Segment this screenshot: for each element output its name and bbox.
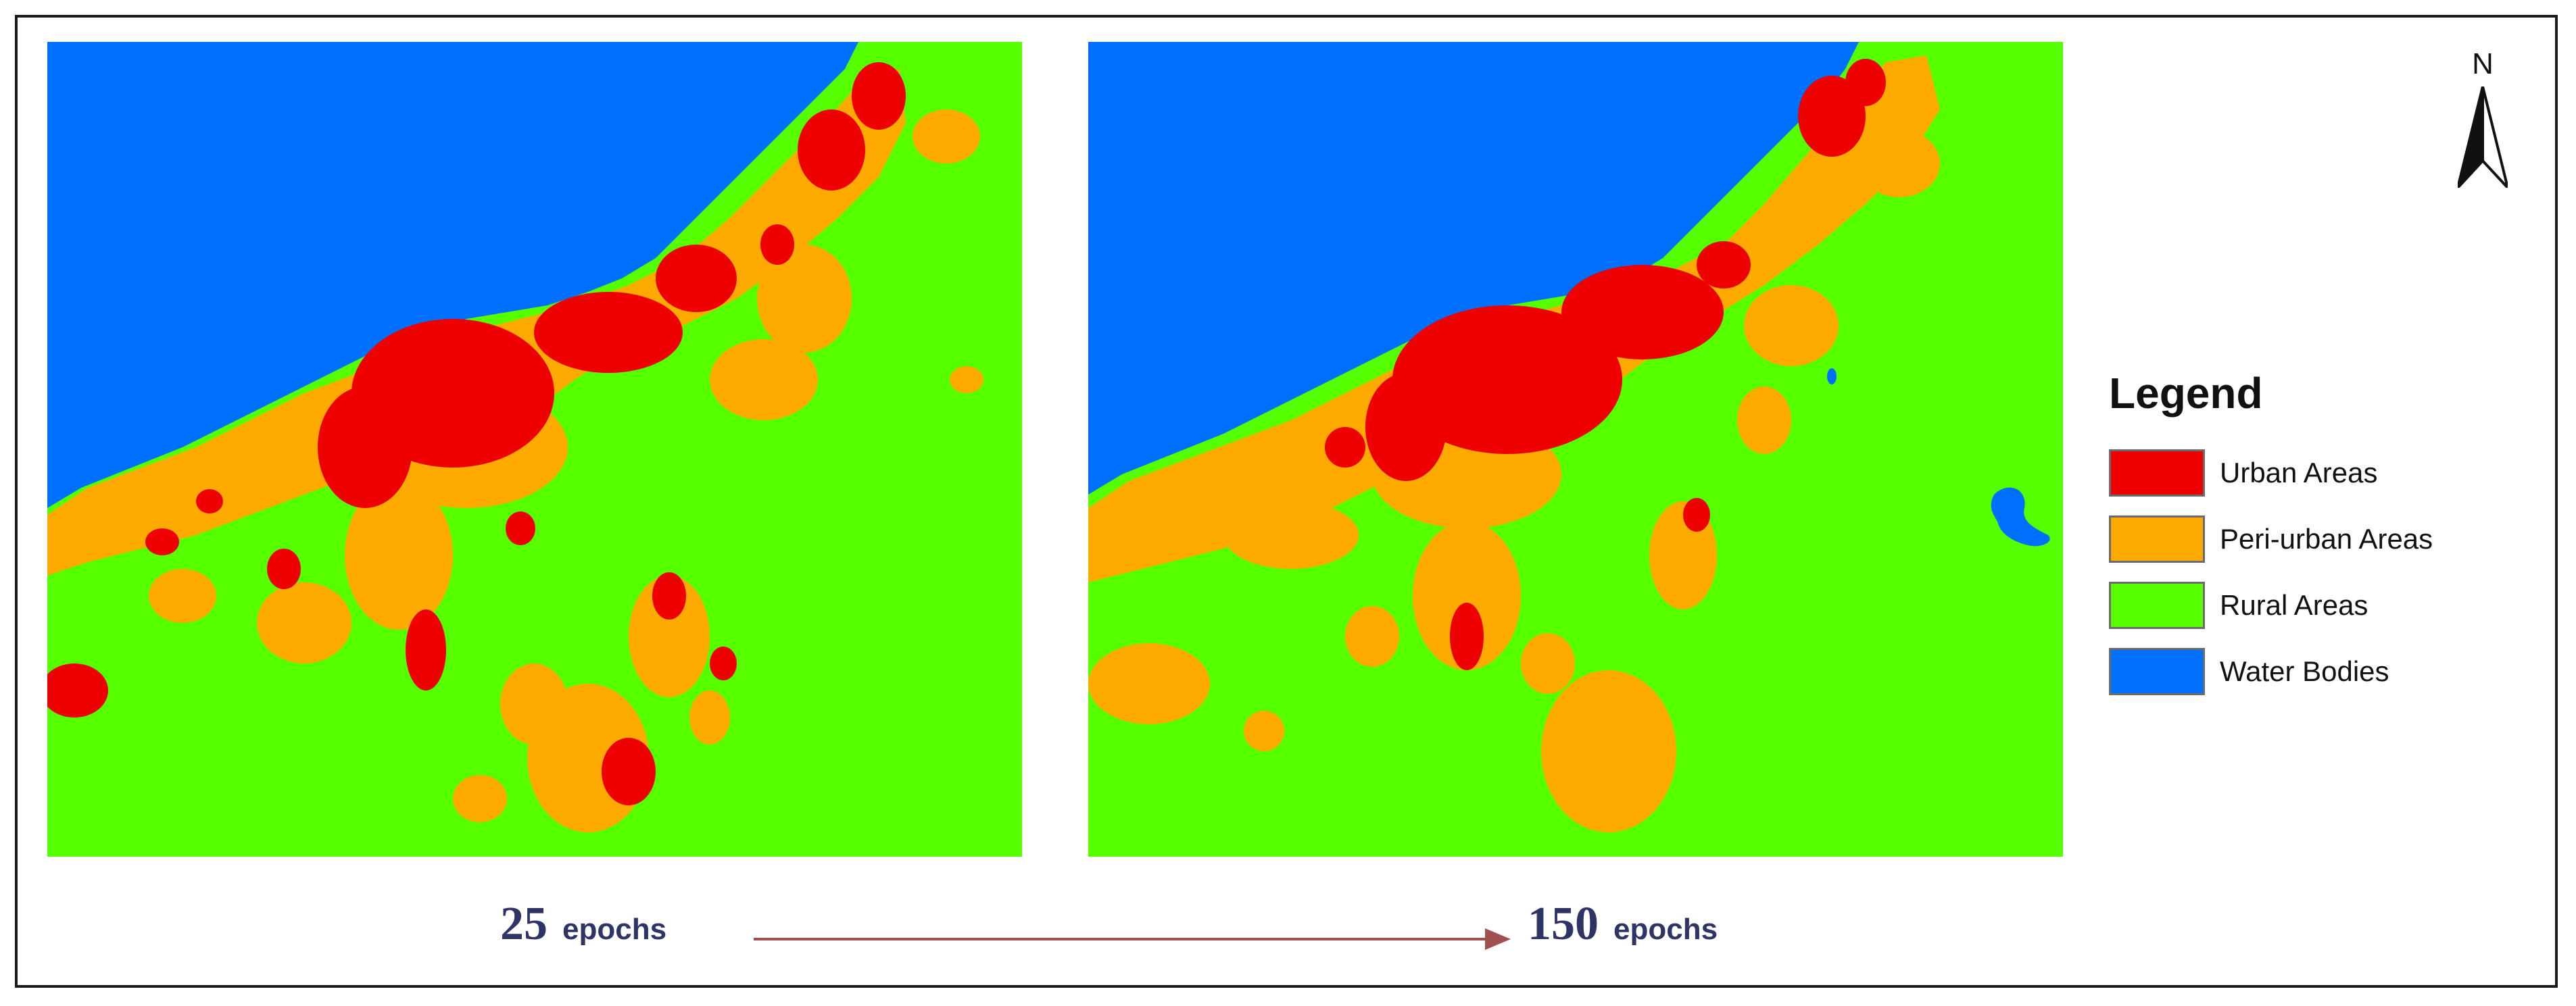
legend-label-urban: Urban Areas xyxy=(2220,457,2378,488)
legend-swatch-urban xyxy=(2109,449,2205,497)
legend-item-urban: Urban Areas xyxy=(2109,449,2528,497)
north-arrow: N xyxy=(2446,47,2520,203)
water-sea xyxy=(47,42,858,508)
urban-areas xyxy=(47,62,906,805)
epoch-count-left: 25 xyxy=(500,898,548,950)
legend-label-water: Water Bodies xyxy=(2220,655,2389,687)
epoch-caption-left: 25 epochs xyxy=(500,897,666,951)
legend-label-peri-urban: Peri-urban Areas xyxy=(2220,523,2433,555)
progression-arrow xyxy=(754,928,1511,950)
legend-item-peri-urban: Peri-urban Areas xyxy=(2109,515,2528,563)
legend-title: Legend xyxy=(2109,369,2263,418)
legend-swatch-peri-urban xyxy=(2109,515,2205,563)
classification-map-150-epochs xyxy=(1088,42,2063,857)
legend-item-water: Water Bodies xyxy=(2109,648,2528,695)
epoch-unit-left: epochs xyxy=(562,913,667,946)
classification-map-25-epochs xyxy=(47,42,1022,857)
legend-label-rural: Rural Areas xyxy=(2220,589,2368,621)
water-sea xyxy=(1088,42,1859,495)
urban-areas xyxy=(1325,59,1886,670)
map-legend: Legend Urban Areas Peri-urban Areas Rura… xyxy=(2109,368,2528,714)
epoch-caption-right: 150 epochs xyxy=(1528,897,1718,951)
inland-water-bodies xyxy=(1827,368,2050,547)
epoch-count-right: 150 xyxy=(1528,898,1599,950)
epoch-unit-right: epochs xyxy=(1613,913,1718,946)
north-arrow-icon xyxy=(2458,86,2508,188)
legend-swatch-water xyxy=(2109,648,2205,695)
legend-item-rural: Rural Areas xyxy=(2109,582,2528,629)
north-label: N xyxy=(2472,47,2494,80)
legend-swatch-rural xyxy=(2109,582,2205,629)
